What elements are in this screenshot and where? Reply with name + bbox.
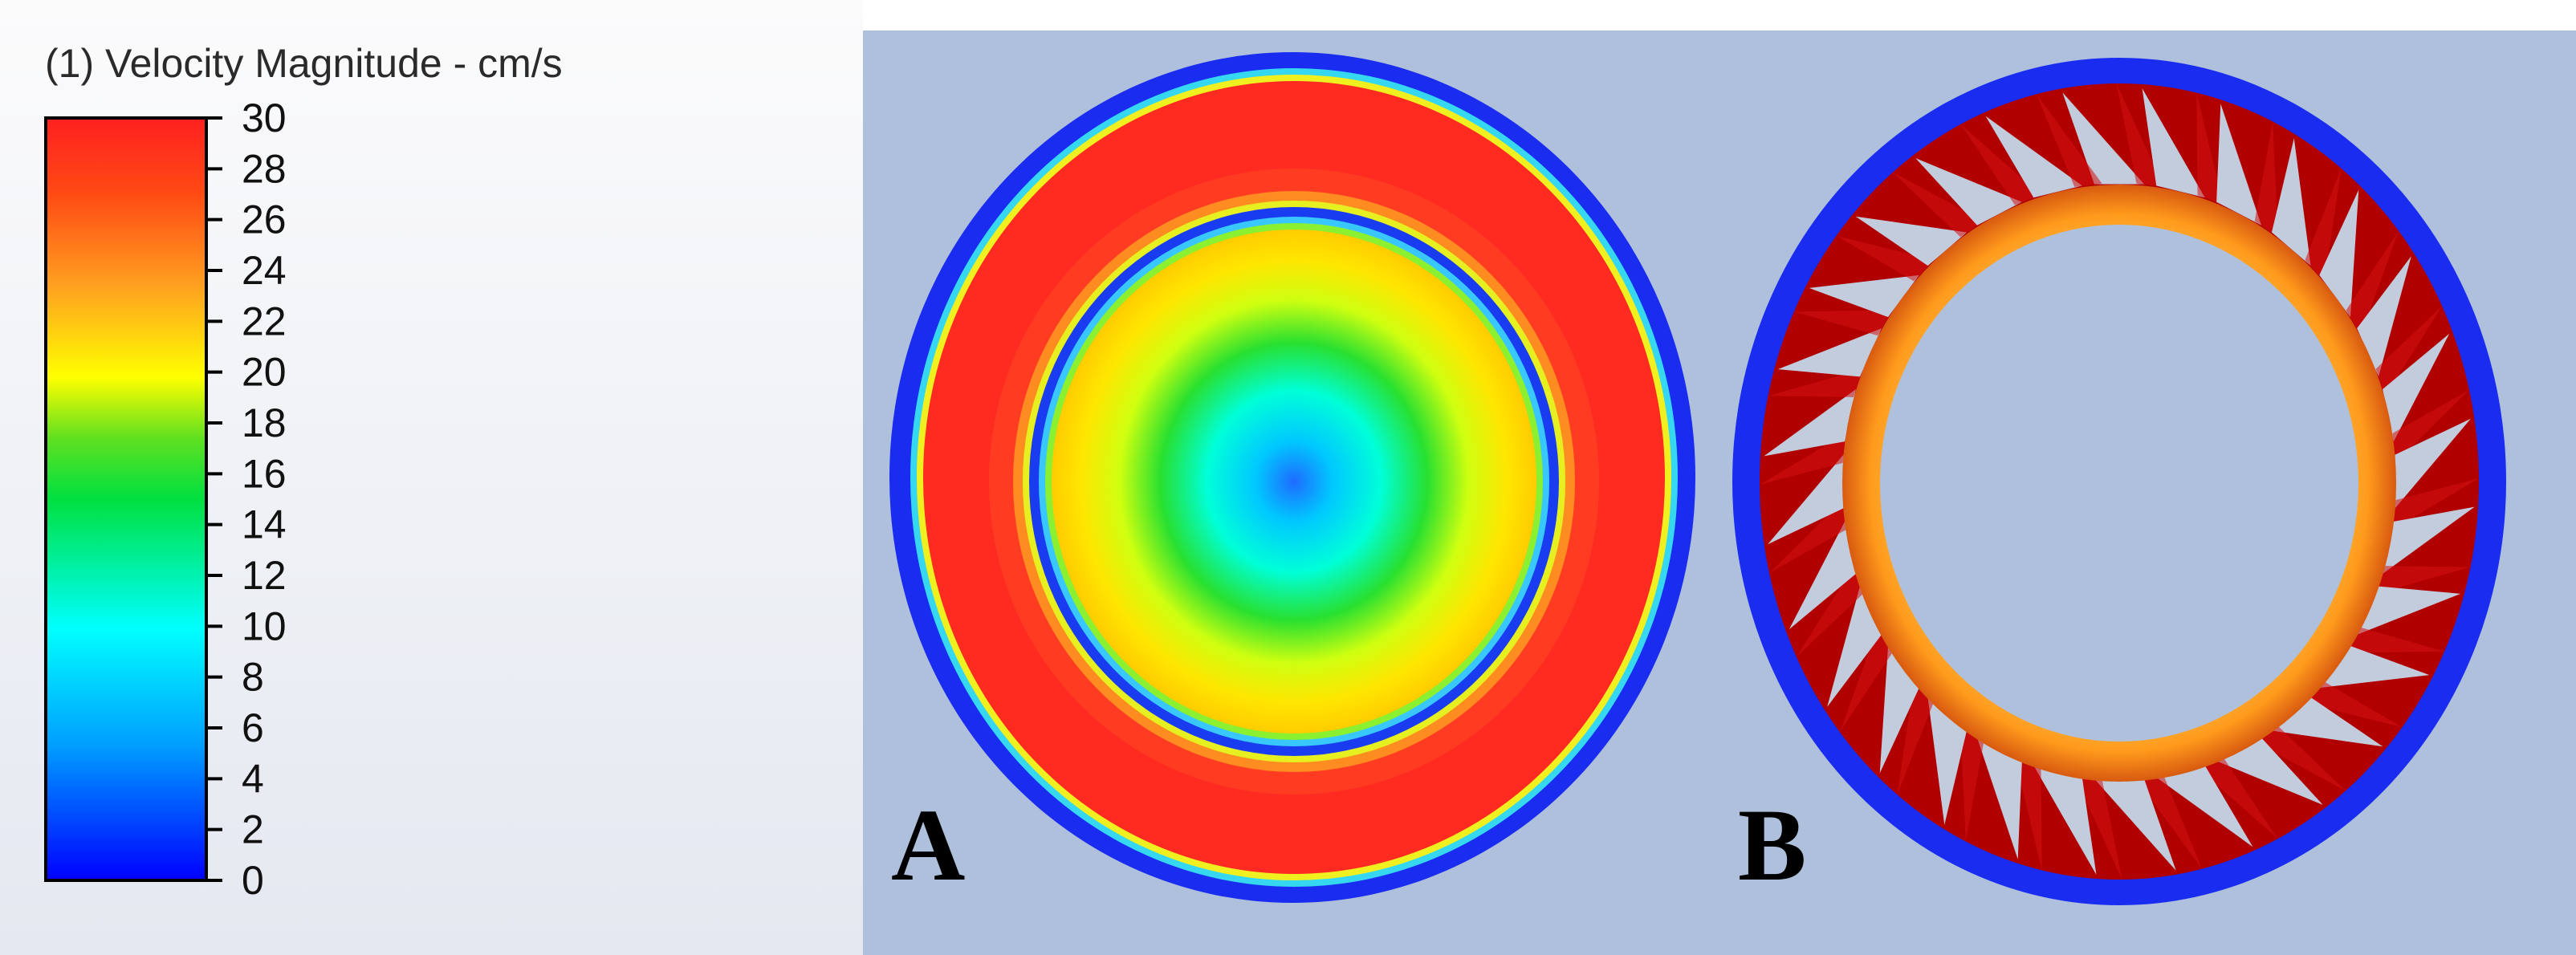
impeller-blade-gap bbox=[1855, 216, 1968, 266]
impeller-blade-gap bbox=[1915, 158, 2022, 226]
impeller-blade-gap bbox=[2142, 87, 2205, 198]
impeller-flow-shade bbox=[2392, 478, 2479, 530]
panel-b-label: B bbox=[1738, 788, 1806, 902]
impeller-flow-shade bbox=[2305, 168, 2342, 282]
panel-b-inner-channel bbox=[1880, 225, 2358, 742]
impeller-blade-gap bbox=[2033, 765, 2097, 876]
impeller-flow-shade bbox=[1839, 627, 1893, 733]
impeller-blade-gap bbox=[1764, 388, 1856, 457]
impeller-blade-gap bbox=[2271, 138, 2311, 266]
colorbar-tick-label: 2 bbox=[242, 807, 264, 852]
colorbar-tick-label: 26 bbox=[242, 197, 287, 242]
impeller-blade-gap bbox=[1976, 738, 2022, 860]
impeller-blade-gap bbox=[2357, 586, 2461, 635]
impeller-blade-gap bbox=[1789, 521, 1856, 630]
colorbar-tick-label: 4 bbox=[242, 756, 264, 801]
impeller-flow-shade bbox=[1960, 725, 1984, 842]
impeller-blade-gap bbox=[2062, 92, 2145, 185]
colorbar-tick-label: 16 bbox=[242, 451, 287, 496]
impeller-flow-shade bbox=[2346, 627, 2445, 653]
colorbar-tick-label: 18 bbox=[242, 400, 287, 445]
colorbar-tick-label: 30 bbox=[242, 96, 287, 140]
impeller-blade-gap bbox=[1927, 697, 1968, 825]
impeller-blade-gap bbox=[2319, 645, 2430, 689]
impeller-blade-gap bbox=[1985, 116, 2082, 198]
impeller-flow-shade bbox=[1836, 235, 1934, 282]
colorbar bbox=[44, 116, 208, 882]
impeller-blade-gap bbox=[2216, 104, 2262, 226]
impeller-blade-gap bbox=[2395, 418, 2471, 509]
panel-a-label: A bbox=[891, 788, 965, 902]
impeller-blade-gap bbox=[1768, 454, 1844, 545]
impeller-flow-shade bbox=[1760, 433, 1846, 485]
colorbar-tick-label: 8 bbox=[242, 655, 264, 700]
impeller-flow-shade bbox=[1892, 172, 1984, 238]
impeller-flow-shade bbox=[2197, 758, 2278, 839]
impeller-blade-gap bbox=[2094, 778, 2176, 871]
impeller-flow-shade bbox=[2392, 389, 2469, 463]
impeller-flow-shade bbox=[1796, 566, 1863, 657]
impeller-blade-gap bbox=[2156, 765, 2253, 847]
impeller-flow-shade bbox=[2196, 92, 2224, 205]
impeller-blade-gap bbox=[2383, 506, 2475, 575]
impeller-flow-shade bbox=[2074, 776, 2122, 880]
impeller-blade-gap bbox=[1777, 328, 1882, 377]
impeller-blade-gap bbox=[2216, 738, 2323, 805]
impeller-flow-shade bbox=[2375, 566, 2471, 595]
impeller-flow-shade bbox=[2254, 121, 2278, 238]
colorbar-tick-label: 0 bbox=[242, 858, 264, 903]
panel-a-core bbox=[1052, 230, 1536, 734]
impeller-flow-shade bbox=[1960, 124, 2041, 205]
impeller-blade-gap bbox=[1827, 586, 1882, 707]
impeller-flow-shade bbox=[2014, 758, 2042, 871]
impeller-flow-shade bbox=[2116, 83, 2164, 187]
colorbar-tick-label: 10 bbox=[242, 603, 287, 648]
impeller-flow-shade bbox=[2036, 94, 2102, 187]
colorbar-tick-label: 14 bbox=[242, 502, 287, 547]
colorbar-tick-label: 12 bbox=[242, 553, 287, 598]
impeller-flow-shade bbox=[1768, 368, 1863, 397]
impeller-blade-gap bbox=[1809, 274, 1919, 318]
colorbar-tick-label: 28 bbox=[242, 146, 287, 191]
impeller-flow-shade bbox=[1769, 500, 1846, 574]
colorbar-tick-label: 24 bbox=[242, 248, 287, 293]
impeller-flow-shade bbox=[2346, 230, 2399, 336]
impeller-flow-shade bbox=[2254, 725, 2346, 791]
impeller-flow-shade bbox=[2375, 306, 2443, 397]
impeller-flow-shade bbox=[2136, 776, 2203, 869]
impeller-flow-shade bbox=[1793, 310, 1893, 336]
impeller-blade-gap bbox=[2383, 333, 2450, 442]
colorbar-tick-label: 20 bbox=[242, 350, 287, 395]
panel-b-blades bbox=[1760, 83, 2479, 880]
panel-a-velocity-contour: A bbox=[889, 52, 1695, 903]
impeller-flow-shade bbox=[2305, 681, 2403, 728]
panel-b-impeller: B bbox=[1732, 58, 2506, 905]
impeller-flow-shade bbox=[1897, 681, 1934, 795]
legend-title: (1) Velocity Magnitude - cm/s bbox=[45, 41, 563, 86]
colorbar-tick-label: 6 bbox=[242, 705, 264, 750]
colorbar-tick-label: 22 bbox=[242, 299, 287, 343]
impeller-blade-gap bbox=[2319, 189, 2359, 318]
impeller-blade-gap bbox=[2357, 256, 2411, 377]
